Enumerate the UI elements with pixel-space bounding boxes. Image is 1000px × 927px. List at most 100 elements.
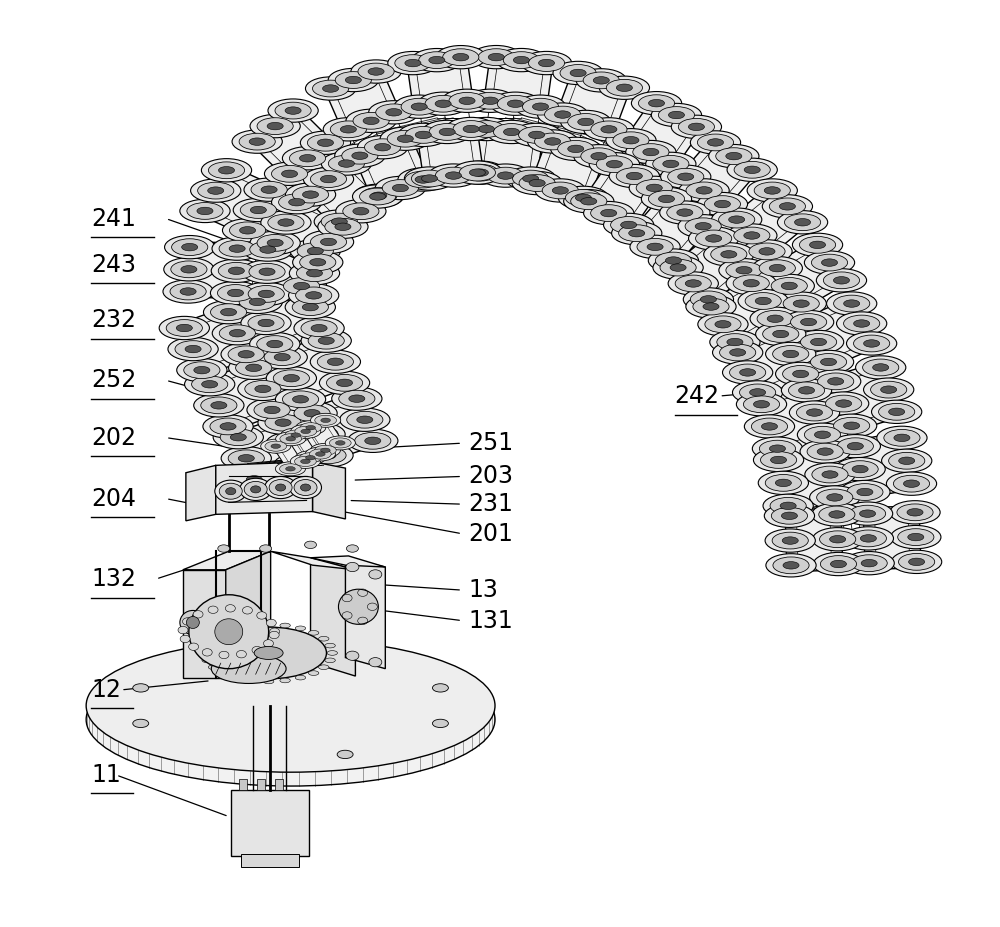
Ellipse shape [810, 353, 847, 371]
Ellipse shape [633, 144, 669, 160]
Ellipse shape [814, 431, 831, 438]
Ellipse shape [229, 222, 266, 239]
Polygon shape [406, 53, 474, 111]
Ellipse shape [311, 413, 341, 427]
Ellipse shape [268, 214, 304, 231]
Ellipse shape [267, 239, 283, 247]
Ellipse shape [762, 195, 813, 218]
Ellipse shape [338, 159, 354, 167]
Ellipse shape [771, 456, 787, 464]
Text: 203: 203 [468, 464, 513, 489]
Ellipse shape [709, 145, 759, 168]
Ellipse shape [872, 400, 922, 424]
Ellipse shape [247, 623, 257, 628]
Ellipse shape [789, 400, 840, 425]
Ellipse shape [889, 452, 925, 469]
Ellipse shape [405, 171, 441, 188]
Ellipse shape [606, 129, 656, 152]
Ellipse shape [488, 54, 504, 61]
Ellipse shape [446, 118, 496, 141]
Ellipse shape [228, 267, 244, 274]
Ellipse shape [229, 356, 279, 379]
Ellipse shape [422, 121, 472, 144]
Ellipse shape [732, 381, 783, 404]
Ellipse shape [375, 144, 391, 151]
Ellipse shape [452, 161, 503, 184]
Ellipse shape [512, 171, 562, 195]
Ellipse shape [783, 311, 834, 334]
Ellipse shape [315, 415, 336, 425]
Ellipse shape [258, 319, 274, 326]
Ellipse shape [744, 232, 760, 239]
Ellipse shape [301, 329, 351, 352]
Ellipse shape [300, 423, 322, 433]
Ellipse shape [828, 377, 844, 385]
Ellipse shape [354, 184, 404, 208]
Ellipse shape [187, 203, 223, 220]
Ellipse shape [133, 684, 149, 692]
Ellipse shape [749, 243, 785, 260]
Ellipse shape [797, 423, 848, 447]
Ellipse shape [842, 461, 878, 477]
Ellipse shape [208, 606, 218, 614]
Ellipse shape [321, 213, 357, 230]
Polygon shape [250, 104, 333, 181]
Polygon shape [555, 68, 632, 134]
Ellipse shape [619, 224, 655, 242]
Ellipse shape [244, 481, 267, 498]
Ellipse shape [621, 222, 637, 229]
Ellipse shape [411, 103, 427, 110]
Ellipse shape [236, 360, 272, 376]
Ellipse shape [257, 118, 293, 134]
Text: 202: 202 [91, 425, 136, 450]
Ellipse shape [294, 316, 344, 340]
Ellipse shape [299, 155, 316, 162]
Ellipse shape [411, 171, 448, 187]
Polygon shape [311, 556, 385, 567]
Ellipse shape [611, 217, 647, 234]
Ellipse shape [281, 428, 311, 442]
Ellipse shape [670, 264, 686, 272]
Ellipse shape [263, 679, 274, 684]
Ellipse shape [781, 282, 797, 289]
Ellipse shape [232, 290, 282, 313]
Ellipse shape [211, 654, 286, 683]
Ellipse shape [353, 112, 389, 129]
Ellipse shape [238, 377, 288, 400]
Ellipse shape [300, 131, 351, 155]
Ellipse shape [781, 379, 832, 402]
Ellipse shape [740, 384, 776, 400]
Ellipse shape [210, 418, 246, 435]
Ellipse shape [769, 445, 786, 452]
Ellipse shape [734, 161, 770, 178]
Polygon shape [323, 66, 401, 135]
Ellipse shape [783, 350, 799, 358]
Ellipse shape [388, 51, 438, 75]
Ellipse shape [459, 97, 475, 105]
Ellipse shape [307, 248, 323, 255]
Ellipse shape [653, 256, 703, 279]
Ellipse shape [830, 435, 880, 458]
Ellipse shape [478, 49, 514, 66]
Ellipse shape [184, 362, 220, 378]
Ellipse shape [675, 275, 711, 292]
Polygon shape [773, 445, 840, 513]
Ellipse shape [245, 380, 281, 398]
Ellipse shape [292, 298, 328, 315]
Ellipse shape [348, 429, 398, 452]
Ellipse shape [813, 552, 864, 576]
Ellipse shape [307, 134, 344, 151]
Ellipse shape [860, 510, 876, 517]
Ellipse shape [321, 448, 330, 452]
Ellipse shape [208, 162, 245, 179]
Ellipse shape [704, 243, 754, 266]
Ellipse shape [435, 100, 451, 108]
Ellipse shape [822, 471, 838, 478]
Ellipse shape [159, 316, 209, 339]
Ellipse shape [352, 184, 403, 209]
Text: 242: 242 [675, 384, 720, 408]
Polygon shape [303, 157, 386, 234]
Ellipse shape [806, 409, 823, 416]
Ellipse shape [884, 429, 920, 446]
Ellipse shape [301, 320, 337, 337]
